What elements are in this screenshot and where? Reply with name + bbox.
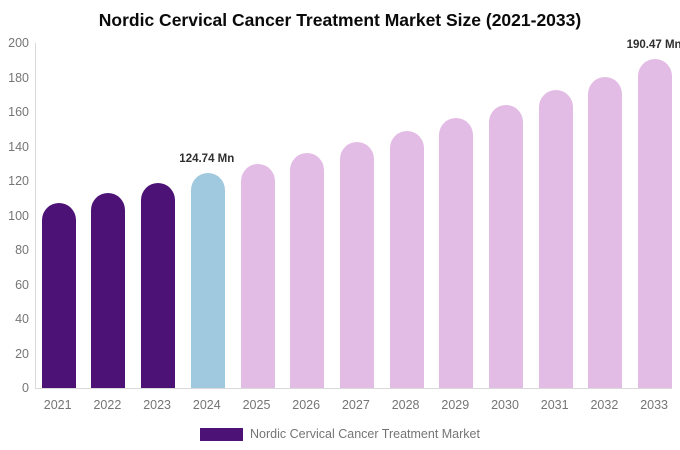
- y-tick-140: 140: [8, 139, 29, 154]
- legend-label: Nordic Cervical Cancer Treatment Market: [250, 427, 480, 441]
- annotation-2033: 190.47 Mn: [626, 39, 680, 52]
- y-tick-20: 20: [15, 346, 29, 361]
- y-tick-40: 40: [15, 312, 29, 326]
- x-tick-2028: 2028: [391, 398, 420, 412]
- bar-2021[interactable]: [41, 202, 76, 388]
- y-tick-0: 0: [22, 381, 29, 395]
- x-tick-2033: 2033: [640, 398, 668, 412]
- y-tick-200: 200: [8, 36, 29, 50]
- x-tick-2021: 2021: [43, 398, 72, 412]
- bar-2023[interactable]: [141, 183, 176, 388]
- y-tick-100: 100: [8, 208, 29, 223]
- bar-2032[interactable]: [588, 76, 623, 388]
- bar-2030[interactable]: [489, 104, 523, 388]
- annotation-2024: 124.74 Mn: [179, 152, 235, 165]
- bar-2029[interactable]: [439, 118, 474, 388]
- legend: Nordic Cervical Cancer Treatment Market: [0, 424, 680, 444]
- x-tick-2030: 2030: [491, 398, 519, 412]
- bar-2031[interactable]: [538, 90, 573, 388]
- bar-2027[interactable]: [339, 142, 374, 388]
- x-tick-2029: 2029: [441, 398, 470, 412]
- x-tick-2031: 2031: [540, 398, 569, 412]
- x-tick-2022: 2022: [93, 398, 122, 412]
- y-tick-160: 160: [8, 105, 29, 119]
- y-tick-80: 80: [15, 243, 29, 257]
- x-tick-2027: 2027: [341, 398, 370, 412]
- x-tick-2023: 2023: [143, 398, 171, 412]
- y-tick-180: 180: [8, 70, 29, 85]
- x-tick-2026: 2026: [292, 398, 321, 412]
- legend-swatch-icon: [200, 427, 244, 441]
- x-tick-2025: 2025: [242, 398, 271, 412]
- bar-2024[interactable]: [190, 172, 225, 388]
- y-tick-60: 60: [15, 277, 29, 292]
- bar-2022[interactable]: [91, 193, 126, 388]
- plot-area: [35, 43, 673, 389]
- x-tick-2032: 2032: [590, 398, 619, 412]
- bar-2026[interactable]: [290, 153, 325, 388]
- x-tick-2024: 2024: [192, 398, 221, 412]
- bar-2025[interactable]: [240, 163, 275, 388]
- bar-2033[interactable]: [638, 59, 673, 388]
- legend-item[interactable]: Nordic Cervical Cancer Treatment Market: [200, 424, 480, 444]
- y-tick-120: 120: [8, 174, 29, 188]
- chart-title: Nordic Cervical Cancer Treatment Market …: [98, 10, 582, 30]
- bar-2028[interactable]: [389, 130, 424, 388]
